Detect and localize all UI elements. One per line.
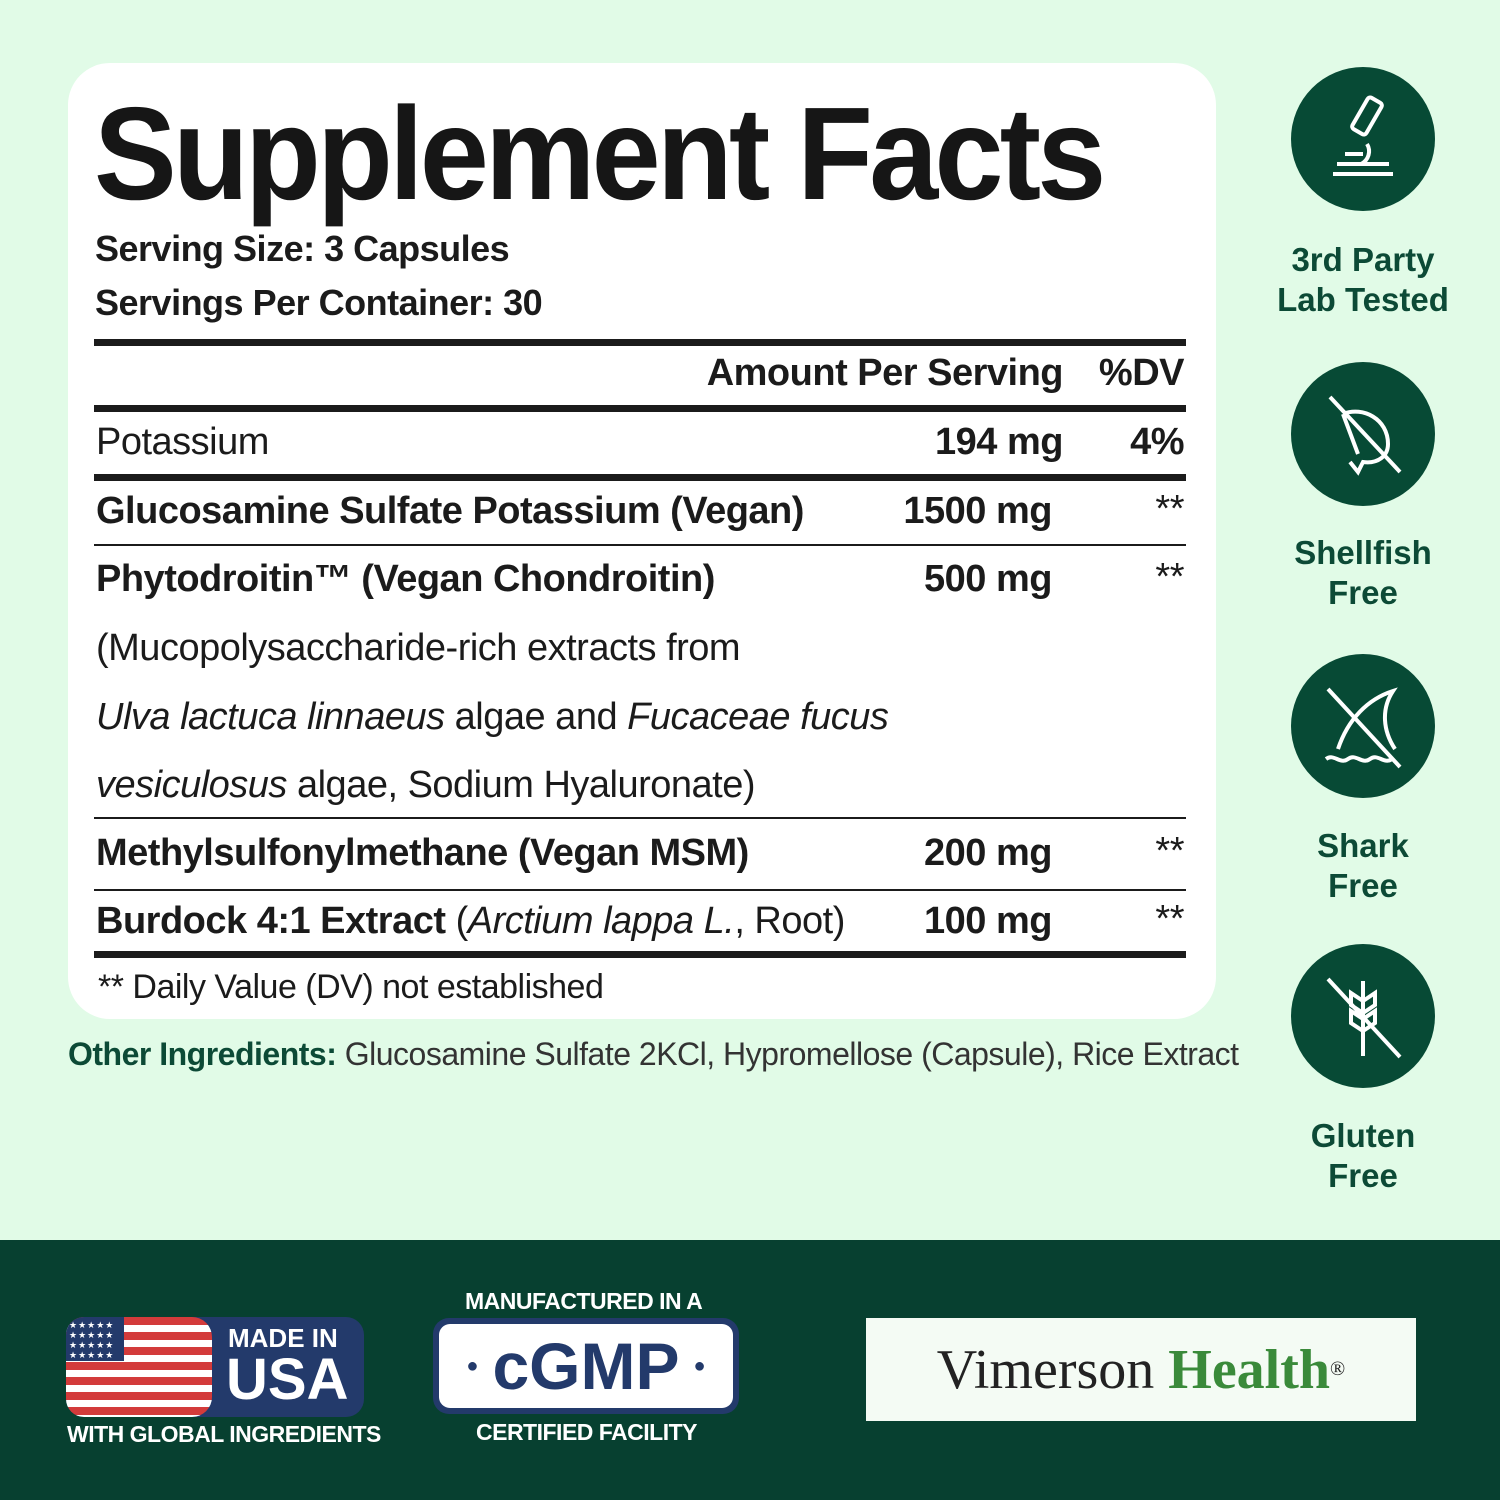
other-ingredients-label: Other Ingredients: [68, 1036, 337, 1072]
nutrient-amount: 500 mg [924, 558, 1052, 600]
no-shellfish-icon [1291, 362, 1435, 506]
nutrient-dv: ** [1155, 556, 1184, 598]
badge-label: Shellfish Free [1240, 533, 1486, 613]
divider [94, 474, 1186, 481]
divider [94, 889, 1186, 891]
divider [94, 951, 1186, 958]
badge-label: Shark Free [1240, 826, 1486, 906]
cgmp-text: cGMP [492, 1329, 680, 1403]
nutrient-description: Ulva lactuca linnaeus algae and Fucaceae… [96, 696, 889, 739]
supplement-facts-card [68, 63, 1216, 1019]
servings-per-container: Servings Per Container: 30 [95, 282, 543, 323]
badge-line: Shark [1317, 827, 1409, 864]
nutrient-name: Potassium [96, 421, 269, 463]
other-ingredients: Other Ingredients: Glucosamine Sulfate 2… [68, 1036, 1239, 1073]
latin-name: Fucaceae fucus [627, 696, 889, 738]
cgmp-badge: ● cGMP ● [433, 1318, 739, 1414]
dv-header: %DV [1098, 352, 1185, 394]
global-ingredients-text: WITH GLOBAL INGREDIENTS [67, 1421, 381, 1447]
nutrient-dv: ** [1155, 488, 1184, 530]
divider [94, 544, 1186, 546]
name-text: , Root) [734, 900, 845, 942]
made-in-text: MADE IN [228, 1323, 338, 1353]
us-flag-icon: ★★★★★ ★★★★★ ★★★★★ ★★★★★ [66, 1317, 212, 1417]
brand-name: Vimerson [936, 1338, 1155, 1401]
name-text: ( [445, 900, 469, 942]
badge-line: Free [1328, 867, 1398, 904]
nutrient-dv: ** [1155, 898, 1184, 940]
no-shark-icon [1291, 654, 1435, 798]
made-in-usa-badge: ★★★★★ ★★★★★ ★★★★★ ★★★★★ MADE IN USA [66, 1317, 364, 1417]
badge-label: Gluten Free [1240, 1116, 1486, 1196]
nutrient-name: Glucosamine Sulfate Potassium (Vegan) [96, 490, 804, 532]
badge-line: Shellfish [1294, 534, 1432, 571]
microscope-icon [1291, 67, 1435, 211]
nutrient-name: Methylsulfonylmethane (Vegan MSM) [96, 832, 749, 874]
divider [94, 339, 1186, 346]
badge-line: 3rd Party [1291, 241, 1435, 278]
page-title: Supplement Facts [94, 80, 1106, 227]
registered-mark: ® [1330, 1358, 1346, 1380]
nutrient-amount: 1500 mg [903, 490, 1052, 532]
badge-line: Gluten [1310, 1117, 1416, 1154]
serving-size: Serving Size: 3 Capsules [95, 228, 510, 269]
badge-line: Free [1328, 574, 1398, 611]
nutrient-dv: ** [1155, 830, 1184, 872]
badge-label: 3rd Party Lab Tested [1240, 240, 1486, 320]
nutrient-amount: 100 mg [924, 900, 1052, 942]
footnote: ** Daily Value (DV) not established [98, 968, 604, 1006]
usa-text: USA [226, 1347, 349, 1412]
amount-header: Amount Per Serving [706, 352, 1064, 394]
divider [94, 817, 1186, 819]
vimerson-health-logo: Vimerson Health ® [866, 1318, 1416, 1421]
cgmp-top-text: MANUFACTURED IN A [465, 1288, 703, 1314]
latin-name: Ulva lactuca linnaeus [96, 696, 445, 738]
latin-name: Arctium lappa L. [467, 900, 735, 942]
description-text: algae, Sodium Hyaluronate) [286, 764, 756, 806]
cgmp-bottom-text: CERTIFIED FACILITY [476, 1419, 698, 1445]
nutrient-description: (Mucopolysaccharide-rich extracts from [96, 627, 741, 669]
nutrient-dv: 4% [1130, 421, 1184, 463]
nutrient-name: Phytodroitin™ (Vegan Chondroitin) [96, 558, 715, 600]
nutrient-amount: 200 mg [924, 832, 1052, 874]
nutrient-amount: 194 mg [935, 421, 1063, 463]
latin-name: vesiculosus [96, 764, 287, 806]
nutrient-description: vesiculosus algae, Sodium Hyaluronate) [96, 764, 756, 807]
name-bold: Burdock 4:1 Extract [96, 900, 446, 942]
badge-line: Lab Tested [1277, 281, 1449, 318]
badge-line: Free [1328, 1157, 1398, 1194]
other-ingredients-value: Glucosamine Sulfate 2KCl, Hypromellose (… [336, 1036, 1239, 1072]
description-text: algae and [444, 696, 628, 738]
no-gluten-icon [1291, 944, 1435, 1088]
nutrient-name: Burdock 4:1 Extract (Arctium lappa L., R… [96, 900, 845, 943]
divider [94, 405, 1186, 412]
brand-name-accent: Health [1168, 1338, 1331, 1401]
